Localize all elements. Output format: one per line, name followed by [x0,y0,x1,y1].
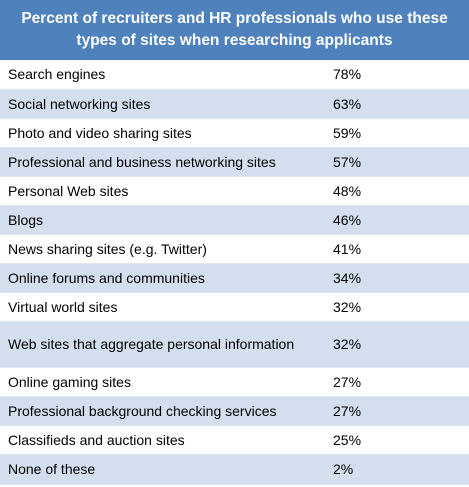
percent-value: 63% [331,89,469,119]
table-row: Blogs 46% [0,205,469,235]
site-type-label: Blogs [0,205,331,235]
site-type-label: Virtual world sites [0,292,331,322]
site-type-label: Social networking sites [0,89,331,119]
percent-value: 46% [331,205,469,235]
table-row: Web sites that aggregate personal inform… [0,321,469,368]
percent-value: 59% [331,118,469,148]
site-type-label: Personal Web sites [0,176,331,206]
table-row: Professional and business networking sit… [0,147,469,177]
site-type-label: Professional background checking service… [0,396,331,426]
site-type-label: Professional and business networking sit… [0,147,331,177]
percent-value: 27% [331,367,469,397]
site-type-label: News sharing sites (e.g. Twitter) [0,234,331,264]
table-row: Online gaming sites 27% [0,367,469,397]
site-type-label: Classifieds and auction sites [0,425,331,455]
site-type-label: Online gaming sites [0,367,331,397]
percent-value: 32% [331,321,469,368]
table-title: Percent of recruiters and HR professiona… [0,0,469,60]
table-body: Search engines 78% Social networking sites… [0,60,469,485]
table-row: Professional background checking service… [0,396,469,426]
percent-value: 57% [331,147,469,177]
table-row: None of these 2% [0,454,469,485]
site-type-label: Online forums and communities [0,263,331,293]
table-row: Personal Web sites 48% [0,176,469,206]
table-row: Social networking sites 63% [0,89,469,119]
table-row: Search engines 78% [0,60,469,90]
table-row: Virtual world sites 32% [0,292,469,322]
percent-value: 78% [331,60,469,90]
data-table: Search engines 78% Social networking sites… [0,60,469,485]
site-type-label: None of these [0,454,331,485]
percent-value: 34% [331,263,469,293]
table-row: Classifieds and auction sites 25% [0,425,469,455]
site-type-label: Photo and video sharing sites [0,118,331,148]
percent-value: 41% [331,234,469,264]
percent-value: 25% [331,425,469,455]
site-type-label: Web sites that aggregate personal inform… [0,321,331,368]
percent-value: 27% [331,396,469,426]
percent-value: 32% [331,292,469,322]
table-row: Online forums and communities 34% [0,263,469,293]
site-type-label: Search engines [0,60,331,90]
table-row: News sharing sites (e.g. Twitter) 41% [0,234,469,264]
percent-value: 2% [331,454,469,485]
percent-value: 48% [331,176,469,206]
table-row: Photo and video sharing sites 59% [0,118,469,148]
